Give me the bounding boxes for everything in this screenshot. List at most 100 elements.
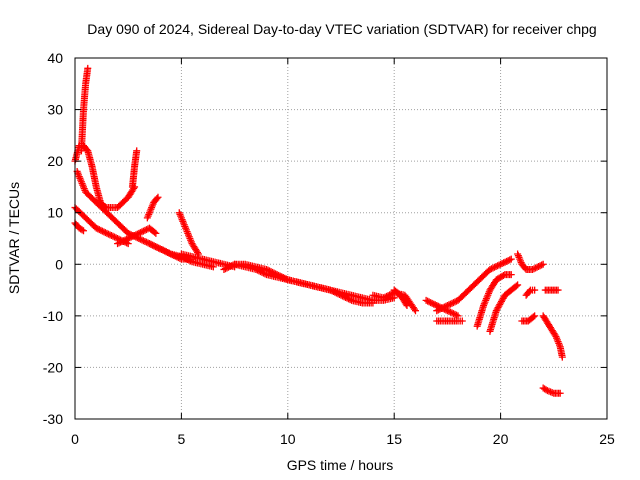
y-tick-label: 30 — [47, 102, 63, 118]
data-point — [133, 230, 141, 238]
data-point — [387, 290, 395, 298]
data-point — [259, 269, 267, 277]
data-point — [434, 306, 442, 314]
data-point — [141, 226, 149, 234]
data-point — [117, 238, 125, 246]
data-point — [126, 234, 134, 242]
data-point — [258, 268, 266, 276]
data-point — [346, 296, 354, 304]
data-point — [107, 232, 115, 240]
data-point — [158, 246, 166, 254]
data-point — [506, 256, 514, 264]
data-point — [142, 238, 150, 246]
data-point — [491, 263, 499, 271]
data-point — [100, 228, 108, 236]
data-point — [261, 270, 269, 278]
data-point — [507, 255, 515, 263]
data-point — [531, 286, 539, 294]
x-tick-label: 25 — [599, 431, 615, 447]
data-point — [94, 225, 102, 233]
data-point — [106, 231, 114, 239]
data-point — [529, 313, 537, 321]
data-point — [446, 300, 454, 308]
data-point — [448, 309, 456, 317]
data-point — [343, 294, 351, 302]
data-point — [335, 290, 343, 298]
data-point — [501, 258, 509, 266]
data-point — [220, 265, 228, 273]
data-point — [532, 264, 540, 272]
data-point — [449, 310, 457, 318]
data-point — [135, 229, 143, 237]
y-tick-label: -30 — [43, 411, 63, 427]
data-point — [458, 317, 466, 325]
data-point — [446, 308, 454, 316]
y-tick-label: 10 — [47, 205, 63, 221]
data-point — [439, 304, 447, 312]
data-point — [170, 251, 178, 259]
data-point — [171, 252, 179, 260]
y-tick-label: 20 — [47, 153, 63, 169]
data-point — [499, 271, 507, 279]
data-point — [154, 193, 162, 201]
data-point — [100, 202, 108, 210]
data-point — [345, 295, 353, 303]
data-point — [127, 233, 135, 241]
data-point — [174, 254, 182, 262]
data-point — [402, 300, 410, 308]
data-point — [380, 294, 388, 302]
data-point — [403, 302, 411, 310]
y-tick-label: 0 — [55, 256, 63, 272]
data-point — [256, 268, 264, 276]
data-point — [147, 240, 155, 248]
data-point — [334, 290, 342, 298]
data-point — [531, 312, 539, 320]
data-point — [155, 244, 163, 252]
data-point — [114, 240, 122, 248]
data-point — [141, 237, 149, 245]
data-point — [253, 266, 261, 274]
data-point — [225, 263, 233, 271]
data-point — [112, 234, 120, 242]
data-point — [120, 237, 128, 245]
data-point — [556, 389, 564, 397]
y-tick-label: -10 — [43, 308, 63, 324]
data-point — [149, 241, 157, 249]
data-point — [554, 286, 562, 294]
data-point — [130, 184, 138, 192]
data-point — [498, 260, 506, 268]
data-point — [228, 262, 236, 270]
data-point — [92, 198, 100, 206]
x-axis-label: GPS time / hours — [287, 457, 394, 473]
data-point — [95, 226, 103, 234]
data-point — [83, 146, 91, 154]
data-point — [159, 246, 167, 254]
data-point — [168, 251, 176, 259]
data-point — [173, 253, 181, 261]
y-axis-label: SDTVAR / TECUs — [6, 182, 22, 294]
data-point — [252, 265, 260, 273]
x-tick-label: 15 — [386, 431, 402, 447]
data-point — [151, 228, 159, 236]
y-tick-label: -20 — [43, 359, 63, 375]
data-point — [442, 302, 450, 310]
x-tick-label: 5 — [178, 431, 186, 447]
grid-lines — [75, 58, 607, 419]
data-point — [443, 302, 451, 310]
data-point — [539, 260, 547, 268]
data-point — [428, 299, 436, 307]
data-point — [440, 303, 448, 311]
data-point — [445, 301, 453, 309]
data-point — [487, 265, 495, 273]
data-point — [145, 240, 153, 248]
data-point — [533, 263, 541, 271]
data-point — [328, 287, 336, 295]
data-point — [427, 299, 435, 307]
data-point — [138, 236, 146, 244]
data-point — [144, 239, 152, 247]
data-point — [132, 231, 140, 239]
data-point — [497, 260, 505, 268]
data-point — [111, 233, 119, 241]
chart-title: Day 090 of 2024, Sidereal Day-to-day VTE… — [87, 21, 596, 37]
data-point — [337, 291, 345, 299]
